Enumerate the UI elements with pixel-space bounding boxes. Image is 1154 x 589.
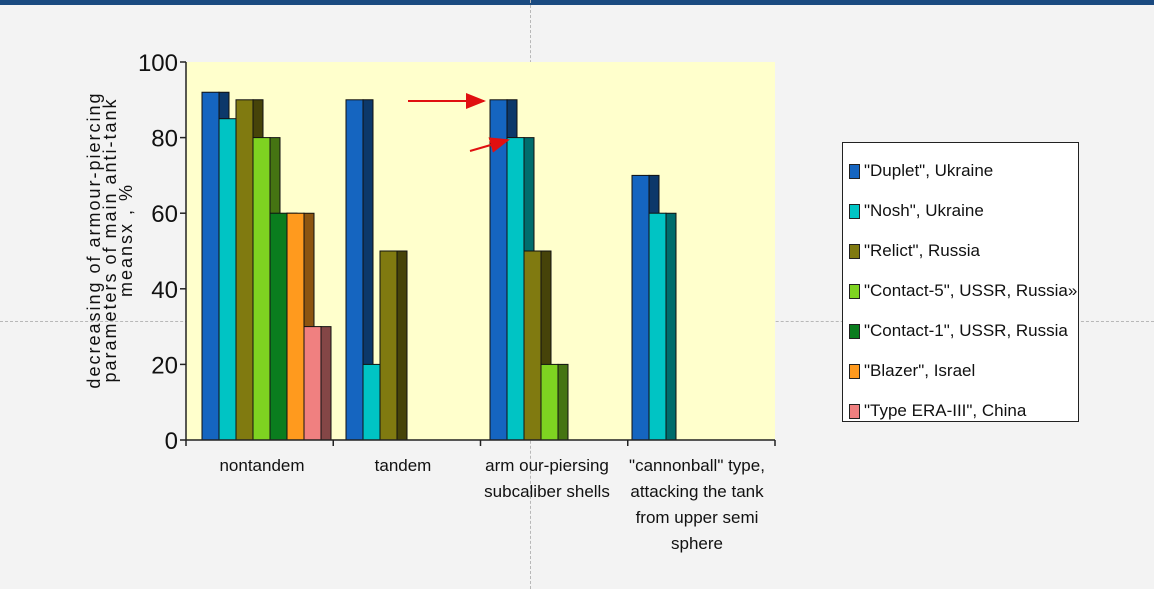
y-tick-label: 20 — [151, 352, 178, 379]
bar-front — [286, 212, 305, 441]
bar-front — [201, 91, 220, 441]
y-tick-label: 60 — [151, 201, 178, 228]
bar-front — [345, 99, 364, 441]
legend-label: "Relict", Russia — [864, 241, 980, 260]
legend-label: "Nosh", Ukraine — [864, 201, 984, 220]
legend-swatch — [849, 203, 860, 219]
legend-item: "Nosh", Ukraine — [849, 191, 1078, 231]
bar-front — [235, 99, 254, 441]
x-tick-label: "cannonball" type, attacking the tank from… — [629, 456, 765, 553]
bar — [540, 363, 569, 441]
legend-label: "Blazer", Israel — [864, 361, 976, 380]
bar-front — [218, 118, 237, 441]
legend-swatch — [849, 283, 860, 299]
x-tick-label: tandem — [375, 456, 432, 475]
y-axis-label: decreasing of armour-piercingparameters … — [84, 91, 136, 388]
x-tick-label: arm our-piersing subcaliber shells — [484, 456, 610, 501]
legend-item: "Relict", Russia — [849, 231, 1078, 271]
y-tick-label: 100 — [138, 50, 178, 77]
bar-front — [252, 137, 271, 441]
y-axis-title: decreasing of armour-piercingparameters … — [84, 91, 136, 388]
bar-front — [303, 326, 322, 441]
legend-item: "Type ERA-III", China — [849, 391, 1078, 431]
bar-front — [506, 137, 525, 441]
legend-swatch — [849, 403, 860, 419]
annotation-arrows — [408, 93, 510, 153]
legend-item: "Contact-1", USSR, Russia — [849, 311, 1078, 351]
axes: 0 20 40 60 80 100 nontandem tandem arm our-piers… — [138, 50, 776, 553]
legend-item: "Duplet", Ukraine — [849, 151, 1078, 191]
bar-front — [631, 174, 650, 441]
bar — [345, 99, 374, 441]
bar-front — [489, 99, 508, 441]
bar-front — [523, 250, 542, 441]
legend-label: "Contact-1", USSR, Russia — [864, 321, 1068, 340]
bar-side — [320, 326, 332, 441]
legend-swatch — [849, 363, 860, 379]
bar-front — [379, 250, 398, 441]
legend-swatch — [849, 243, 860, 259]
top-border — [0, 0, 1154, 5]
chart-legend: "Duplet", Ukraine "Nosh", Ukraine "Relict"… — [842, 142, 1079, 422]
x-tick-label: nontandem — [219, 456, 304, 475]
bar — [303, 326, 332, 441]
annotation-arrow — [469, 137, 510, 153]
bar-side — [557, 363, 569, 441]
legend-item: "Blazer", Israel — [849, 351, 1078, 391]
legend-swatch — [849, 323, 860, 339]
bar-front — [648, 212, 667, 441]
bars — [201, 91, 677, 441]
bar-side — [396, 250, 408, 441]
y-tick-label: 40 — [151, 277, 178, 304]
bar — [648, 212, 677, 441]
bar-front — [362, 363, 381, 441]
bar-front — [269, 212, 288, 441]
legend-swatch — [849, 163, 860, 179]
bar — [379, 250, 408, 441]
legend-label: "Contact-5", USSR, Russia» — [864, 281, 1078, 300]
legend-item: "Contact-5", USSR, Russia» — [849, 271, 1078, 311]
bar-side — [665, 212, 677, 441]
y-tick-label: 80 — [151, 126, 178, 153]
legend-label: "Duplet", Ukraine — [864, 161, 994, 180]
legend-label: "Type ERA-III", China — [864, 401, 1027, 420]
y-tick-label: 0 — [165, 428, 178, 455]
bar-front — [540, 363, 559, 441]
